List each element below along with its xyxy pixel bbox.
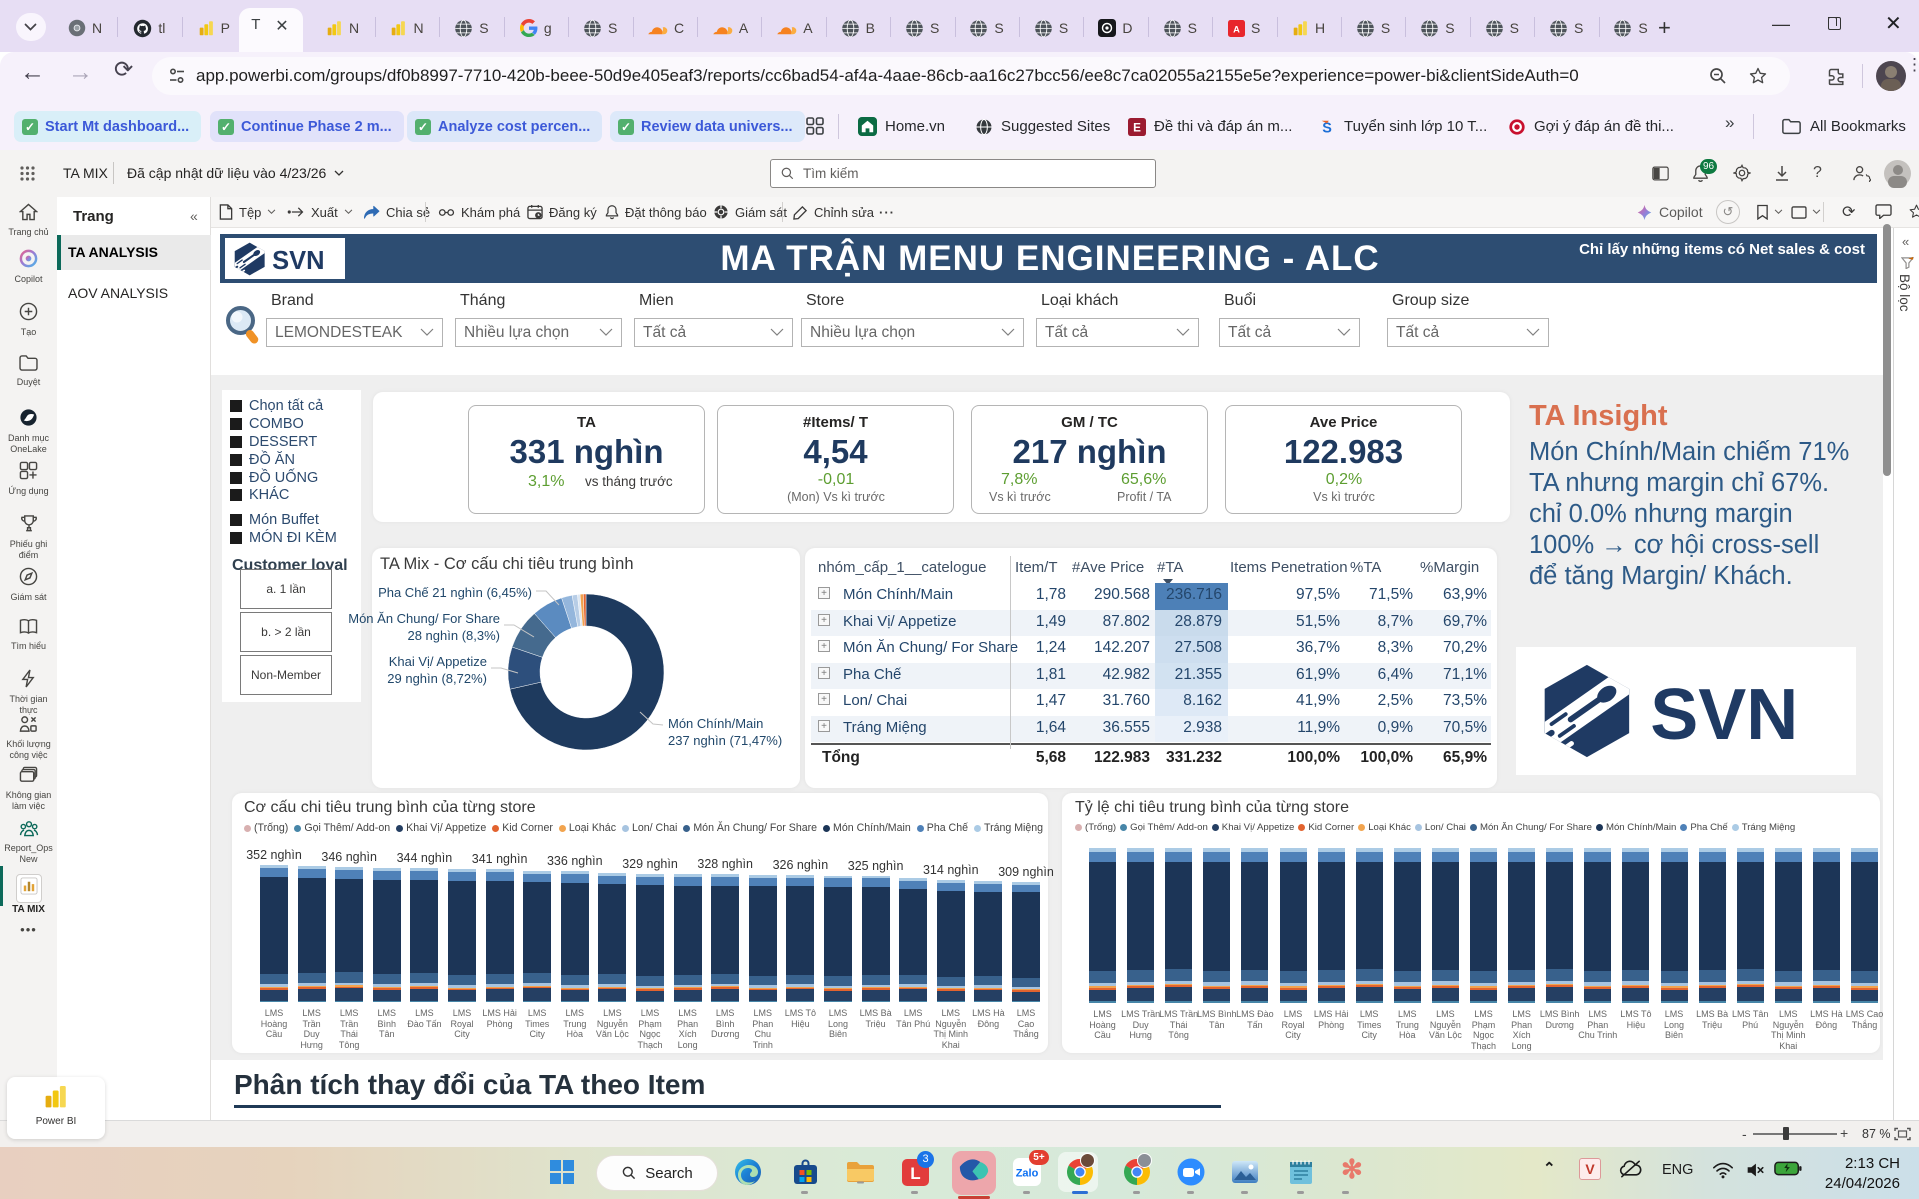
svg-text:S: S bbox=[1322, 120, 1332, 136]
svg-text:SVN: SVN bbox=[272, 246, 324, 274]
svg-text:E: E bbox=[1133, 121, 1141, 134]
svg-text:SVN: SVN bbox=[1650, 675, 1798, 755]
svg-text:A: A bbox=[1233, 24, 1240, 34]
svg-text:L: L bbox=[910, 1164, 920, 1183]
svg-text:Zalo: Zalo bbox=[1016, 1168, 1039, 1180]
